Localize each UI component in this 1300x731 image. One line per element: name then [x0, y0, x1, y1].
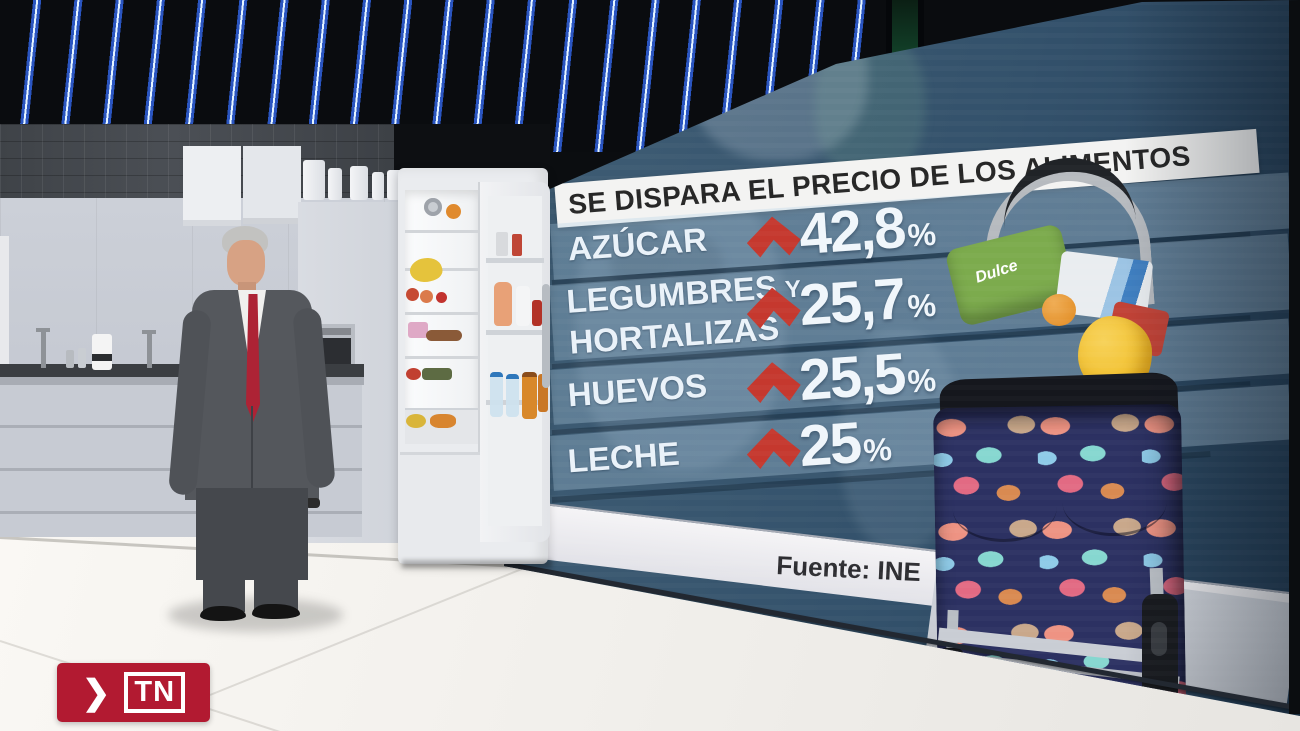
- kitchen-canister: [328, 168, 342, 200]
- wheel-highlight: [1151, 622, 1167, 656]
- fridge-item-sausage: [426, 330, 462, 341]
- kitchen-canister: [350, 166, 368, 200]
- ghost-scale-image: [575, 180, 785, 470]
- door-item-water: [490, 372, 503, 417]
- faucet-spout: [36, 328, 50, 332]
- door-item-juice: [538, 374, 548, 412]
- door-item-bottle: [516, 286, 530, 326]
- fridge-item-lemons: [406, 414, 426, 428]
- presenter-tie: [246, 294, 260, 422]
- channel-logo: ❯ TN: [57, 663, 210, 722]
- fridge-item-cups: [408, 322, 428, 338]
- faucet: [41, 330, 46, 368]
- fridge-shelf: [405, 230, 479, 233]
- faucet-spout: [142, 330, 156, 334]
- presenter-left-leg: [203, 560, 245, 612]
- fridge-door: [478, 182, 550, 542]
- kitchen-canister: [372, 172, 384, 200]
- counter-bottle: [66, 350, 74, 368]
- presenter-right-shoe: [252, 604, 300, 619]
- fridge-item-apple: [406, 288, 419, 301]
- door-item-ketchup: [532, 300, 542, 326]
- door-item-jar: [496, 232, 508, 256]
- door-item-jar: [512, 234, 522, 256]
- door-item-bottle: [494, 282, 512, 326]
- fridge-item-orange: [446, 204, 461, 219]
- fridge-shelf: [405, 356, 479, 359]
- open-fridge: [398, 168, 552, 568]
- fridge-shelf: [405, 312, 479, 315]
- fridge-item-greens: [422, 368, 452, 380]
- oven-controls: [309, 328, 351, 335]
- fridge-door-handle: [542, 284, 550, 388]
- logo-text: TN: [124, 671, 186, 714]
- presenter-right-leg: [254, 558, 298, 610]
- presenter-watch: [305, 498, 320, 508]
- upper-cabinet: [183, 146, 241, 226]
- door-item-water: [506, 374, 519, 417]
- fridge-fan: [424, 198, 442, 216]
- door-item-juice: [522, 372, 537, 419]
- presenter-left-shoe: [200, 606, 246, 621]
- freezer-front: [400, 452, 480, 563]
- grocery-orange: [1042, 294, 1076, 326]
- fridge-item-oranges: [430, 414, 456, 428]
- left-wall-sliver: [0, 236, 9, 474]
- kitchen-canister: [303, 160, 325, 200]
- door-bin-edge: [486, 258, 544, 263]
- faucet: [147, 332, 152, 368]
- tumbler: [92, 334, 112, 370]
- door-bin-edge: [486, 330, 544, 335]
- logo-chevron-icon: ❯: [81, 673, 111, 712]
- jacket-seam: [251, 406, 253, 500]
- fridge-item-peach: [420, 290, 433, 303]
- fridge-shadow: [402, 560, 552, 568]
- screen-right-frame: [1289, 0, 1300, 714]
- counter-bottle: [78, 348, 86, 368]
- fridge-item-tomatoes: [406, 368, 421, 380]
- ghost-egg: [668, 235, 723, 300]
- ghost-egg: [610, 225, 670, 295]
- presenter-face: [227, 240, 265, 286]
- fridge-item-tomato: [436, 292, 447, 303]
- upper-cabinet: [243, 146, 301, 224]
